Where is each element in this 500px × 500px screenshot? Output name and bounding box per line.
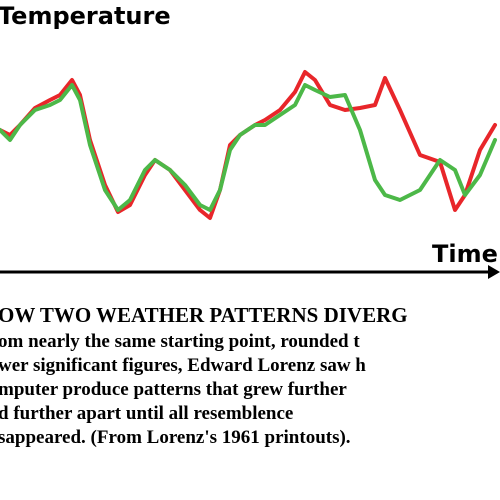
plot-area xyxy=(0,70,497,220)
data-line xyxy=(0,70,497,220)
axis-arrow xyxy=(488,265,500,279)
description: om nearly the same starting point, round… xyxy=(0,331,366,448)
description-line: mputer produce patterns that grew furthe… xyxy=(0,379,347,400)
caption: OW TWO WEATHER PATTERNS DIVERG xyxy=(0,303,408,327)
x-axis-label: Time xyxy=(432,240,498,268)
description-line: sappeared. (From Lorenz's 1961 printouts… xyxy=(0,427,351,448)
chart-title: Temperature xyxy=(0,2,171,30)
data-line xyxy=(0,83,497,212)
description-line: wer significant figures, Edward Lorenz s… xyxy=(0,355,366,376)
description-line: om nearly the same starting point, round… xyxy=(0,331,360,352)
description-line: d further apart until all resemblence xyxy=(0,403,293,424)
